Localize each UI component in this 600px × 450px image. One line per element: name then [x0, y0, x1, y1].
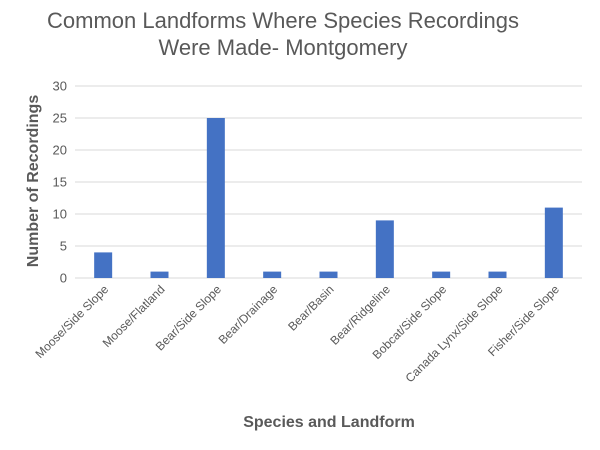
bar: [544, 207, 563, 278]
bar: [319, 271, 338, 278]
x-category-label: Moose/Side Slope: [33, 282, 112, 361]
x-category-label: Canada Lynx/Side Slope: [403, 282, 506, 385]
bar: [150, 271, 169, 278]
bar: [488, 271, 507, 278]
x-axis-title: Species and Landform: [243, 414, 415, 431]
chart-title-line-2: Were Made- Montgomery: [158, 35, 407, 60]
bar: [206, 118, 225, 278]
x-axis-category-labels: Moose/Side SlopeMoose/FlatlandBear/Side …: [33, 282, 563, 385]
y-axis-title: Number of Recordings: [25, 95, 42, 268]
bar: [432, 271, 451, 278]
y-tick-label: 30: [53, 79, 67, 94]
y-tick-label: 0: [60, 271, 67, 286]
chart-title-line-1: Common Landforms Where Species Recording…: [47, 8, 519, 33]
y-tick-label: 15: [53, 175, 67, 190]
y-tick-label: 10: [53, 207, 67, 222]
x-category-label: Bear/Basin: [285, 282, 336, 333]
bar: [263, 271, 282, 278]
y-tick-label: 20: [53, 143, 67, 158]
x-category-label: Bear/Drainage: [216, 282, 281, 347]
bars: [94, 118, 563, 278]
y-tick-label: 25: [53, 111, 67, 126]
gridlines: [75, 85, 582, 279]
y-tick-label: 5: [60, 239, 67, 254]
bar: [375, 220, 394, 278]
bar: [94, 252, 113, 278]
y-axis-tick-labels: 0 5 10 15 20 25 30: [53, 79, 67, 286]
